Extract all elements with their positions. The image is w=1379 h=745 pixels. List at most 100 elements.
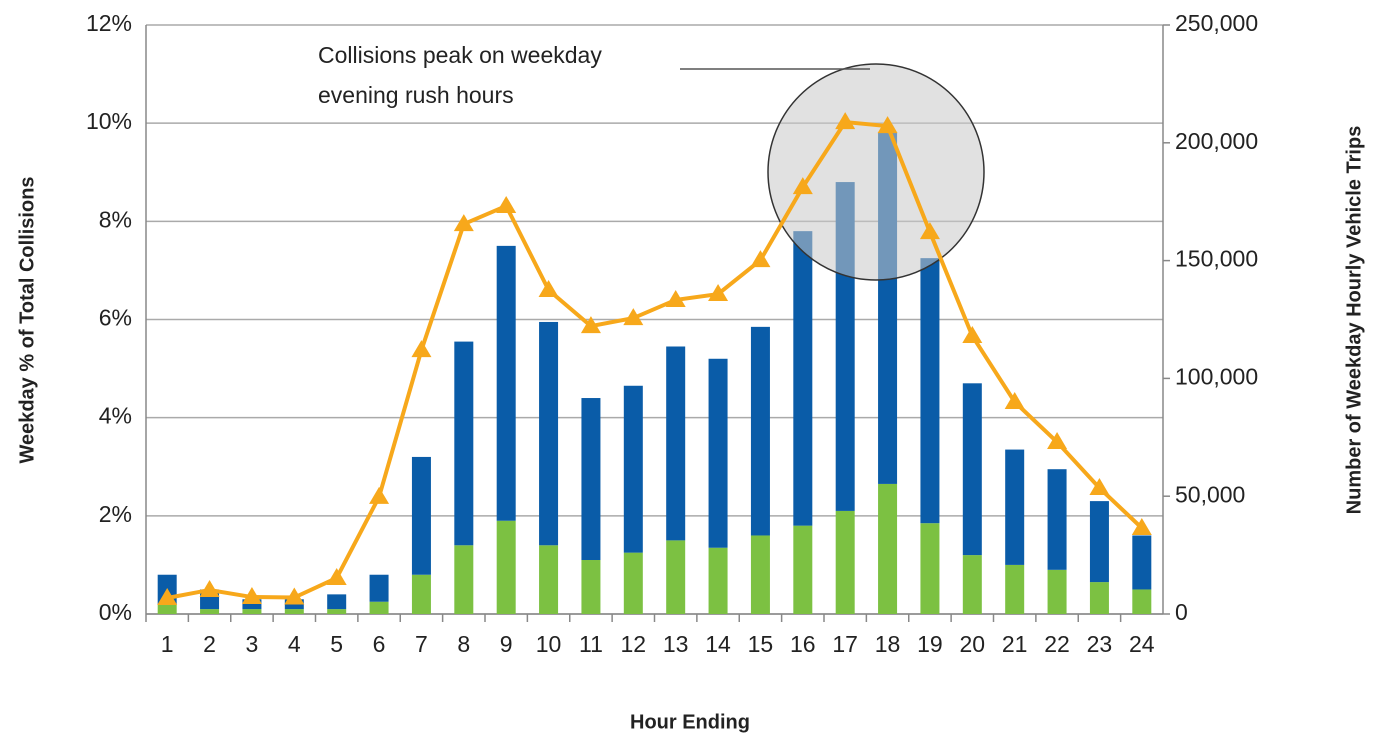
y-tick-label: 8%: [99, 206, 132, 232]
x-tick-label: 16: [790, 631, 816, 657]
trip-line: [166, 119, 1144, 600]
bar-segment: [1132, 589, 1152, 614]
bar-segment: [369, 574, 389, 602]
trip-marker: [1047, 432, 1068, 450]
x-tick-label: 5: [330, 631, 343, 657]
trip-marker: [835, 112, 856, 130]
y2-tick-label: 0: [1175, 599, 1188, 625]
bar-segment: [157, 604, 177, 614]
bar-segment: [539, 321, 559, 546]
trip-marker: [496, 195, 517, 213]
trip-marker: [326, 567, 347, 585]
bar-segment: [242, 599, 262, 610]
trip-marker: [453, 214, 474, 232]
bar-segment: [200, 609, 220, 614]
bar-segment: [496, 245, 516, 521]
bar-segment: [581, 560, 601, 614]
bar-segment: [708, 547, 728, 614]
bar-segment: [1005, 564, 1025, 614]
x-tick-label: 8: [457, 631, 470, 657]
bar-segment: [962, 383, 982, 556]
bar-segment: [920, 523, 940, 614]
bar-segment: [623, 552, 643, 614]
annotation-text: evening rush hours: [318, 82, 514, 108]
trip-marker: [284, 587, 305, 605]
x-tick-label: 14: [705, 631, 731, 657]
y-tick-label: 0%: [99, 599, 132, 625]
x-tick-label: 12: [621, 631, 647, 657]
x-tick-label: 13: [663, 631, 689, 657]
y2-axis-title: Number of Weekday Hourly Vehicle Trips: [1343, 126, 1365, 515]
bar-segment: [623, 385, 643, 553]
x-tick-label: 22: [1044, 631, 1070, 657]
trip-marker: [369, 486, 390, 504]
bar-segment: [793, 231, 813, 526]
y-tick-label: 10%: [86, 108, 132, 134]
trip-marker: [1131, 518, 1152, 536]
bar-segment: [666, 346, 686, 541]
x-tick-label: 23: [1087, 631, 1113, 657]
bar-segment: [539, 545, 559, 614]
x-tick-label: 20: [960, 631, 986, 657]
bar-segment: [708, 358, 728, 548]
y2-tick-label: 200,000: [1175, 128, 1258, 154]
y-tick-label: 6%: [99, 305, 132, 331]
x-tick-label: 24: [1129, 631, 1155, 657]
y2-tick-label: 250,000: [1175, 10, 1258, 36]
y-tick-label: 2%: [99, 501, 132, 527]
bar-segment: [793, 525, 813, 614]
y2-tick-label: 150,000: [1175, 246, 1258, 272]
x-tick-label: 6: [373, 631, 386, 657]
x-tick-label: 17: [832, 631, 858, 657]
x-axis-title: Hour Ending: [630, 711, 750, 733]
bar-segment: [962, 555, 982, 614]
trip-marker: [877, 116, 898, 134]
x-tick-label: 11: [579, 631, 603, 657]
bar-segment: [496, 520, 516, 614]
bar-segment: [920, 258, 940, 524]
bar-segment: [242, 609, 262, 614]
trip-marker: [411, 340, 432, 358]
bar-segment: [1005, 449, 1025, 565]
bar-segment: [1047, 469, 1067, 570]
y-tick-label: 12%: [86, 10, 132, 36]
trip-marker: [241, 587, 262, 605]
x-tick-label: 2: [203, 631, 216, 657]
x-tick-label: 15: [748, 631, 774, 657]
y2-tick-label: 100,000: [1175, 363, 1258, 389]
trip-marker: [665, 289, 686, 307]
bar-segment: [878, 483, 898, 614]
annotation-text: Collisions peak on weekday: [318, 42, 602, 68]
x-tick-label: 10: [536, 631, 562, 657]
trip-marker: [1004, 391, 1025, 409]
trip-marker: [962, 325, 983, 343]
x-tick-label: 7: [415, 631, 428, 657]
bar-segment: [454, 545, 474, 614]
y2-tick-label: 50,000: [1175, 481, 1245, 507]
bar-segment: [1089, 582, 1109, 614]
bar-segment: [750, 535, 770, 614]
x-tick-label: 1: [161, 631, 174, 657]
y-axis-title: Weekday % of Total Collisions: [16, 176, 38, 463]
bar-segment: [666, 540, 686, 614]
trip-marker: [919, 222, 940, 240]
x-tick-label: 19: [917, 631, 943, 657]
x-tick-label: 9: [500, 631, 513, 657]
x-tick-label: 18: [875, 631, 901, 657]
bar-segment: [411, 456, 431, 575]
bar-segment: [284, 609, 304, 614]
trip-marker: [157, 587, 178, 605]
bar-segment: [1047, 569, 1067, 614]
highlight-circle: [767, 63, 985, 281]
bar-segment: [835, 510, 855, 614]
x-tick-label: 4: [288, 631, 301, 657]
bar-segment: [327, 609, 347, 614]
bar-segment: [454, 341, 474, 546]
bar-segment: [750, 326, 770, 536]
bar-segment: [411, 574, 431, 614]
trip-marker: [538, 280, 559, 298]
x-tick-label: 3: [246, 631, 259, 657]
bar-segment: [1089, 501, 1109, 583]
trip-marker: [623, 308, 644, 326]
